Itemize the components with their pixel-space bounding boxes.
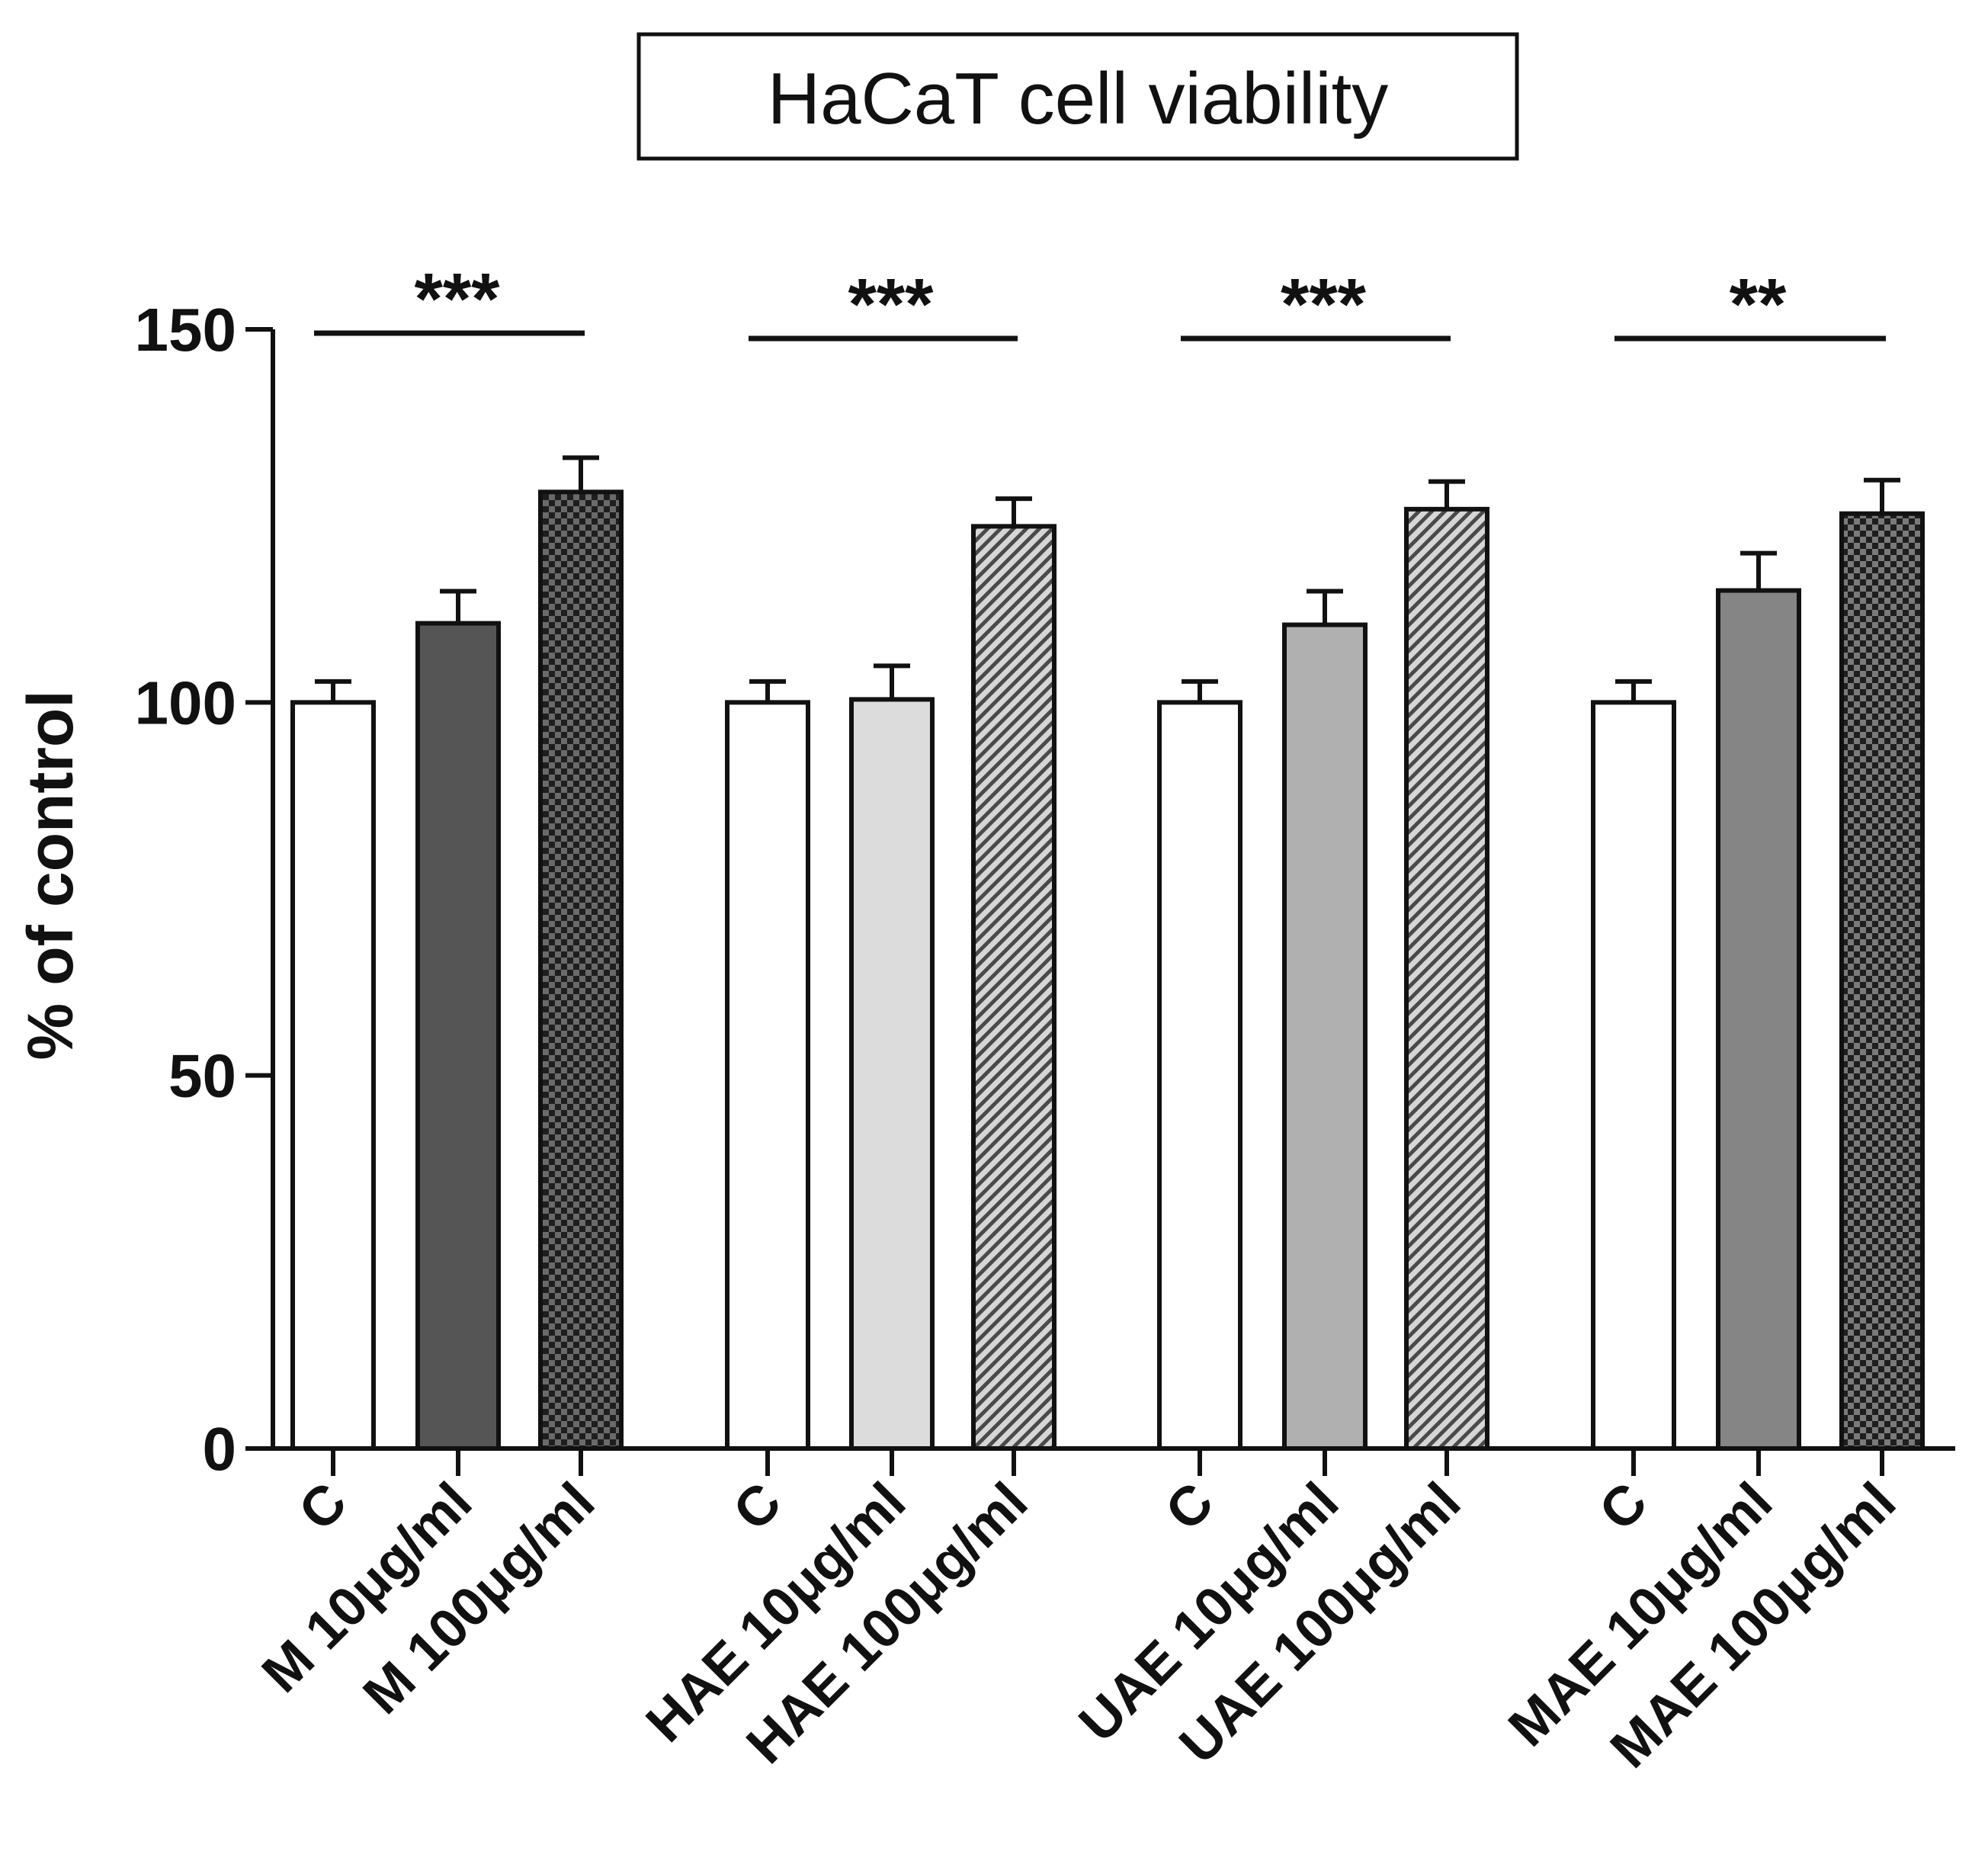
significance-label-2: ***: [1281, 264, 1367, 345]
x-tick-label-6: C: [1154, 1471, 1225, 1542]
bar-3: [725, 700, 810, 1451]
chart-marks: [290, 455, 1925, 1451]
bar-4: [849, 697, 935, 1451]
y-tick-label-1: 50: [168, 1042, 236, 1110]
chart-title: HaCaT cell viability: [768, 58, 1389, 140]
bar-0: [290, 700, 376, 1451]
chart-axes: [245, 327, 1955, 1476]
y-axis-label: % of control: [14, 690, 86, 1060]
bar-1: [415, 621, 501, 1451]
chart-title-box: HaCaT cell viability: [636, 32, 1519, 161]
y-tick-label-0: 0: [203, 1415, 237, 1483]
y-tick-label-3: 150: [135, 296, 236, 364]
y-tick-label-2: 100: [135, 669, 236, 736]
bar-10: [1716, 588, 1801, 1451]
bar-2: [538, 489, 624, 1451]
bar-7: [1282, 622, 1368, 1451]
bar-9: [1591, 700, 1676, 1451]
bar-8: [1404, 506, 1489, 1451]
x-tick-label-3: C: [722, 1471, 793, 1542]
significance-label-0: ***: [414, 258, 500, 340]
bar-5: [971, 524, 1057, 1451]
bar-11: [1839, 511, 1925, 1451]
x-tick-label-0: C: [287, 1471, 358, 1542]
significance-label-3: **: [1730, 264, 1787, 345]
bar-6: [1157, 700, 1242, 1451]
x-tick-label-9: C: [1588, 1471, 1659, 1542]
significance-label-1: ***: [848, 264, 934, 345]
